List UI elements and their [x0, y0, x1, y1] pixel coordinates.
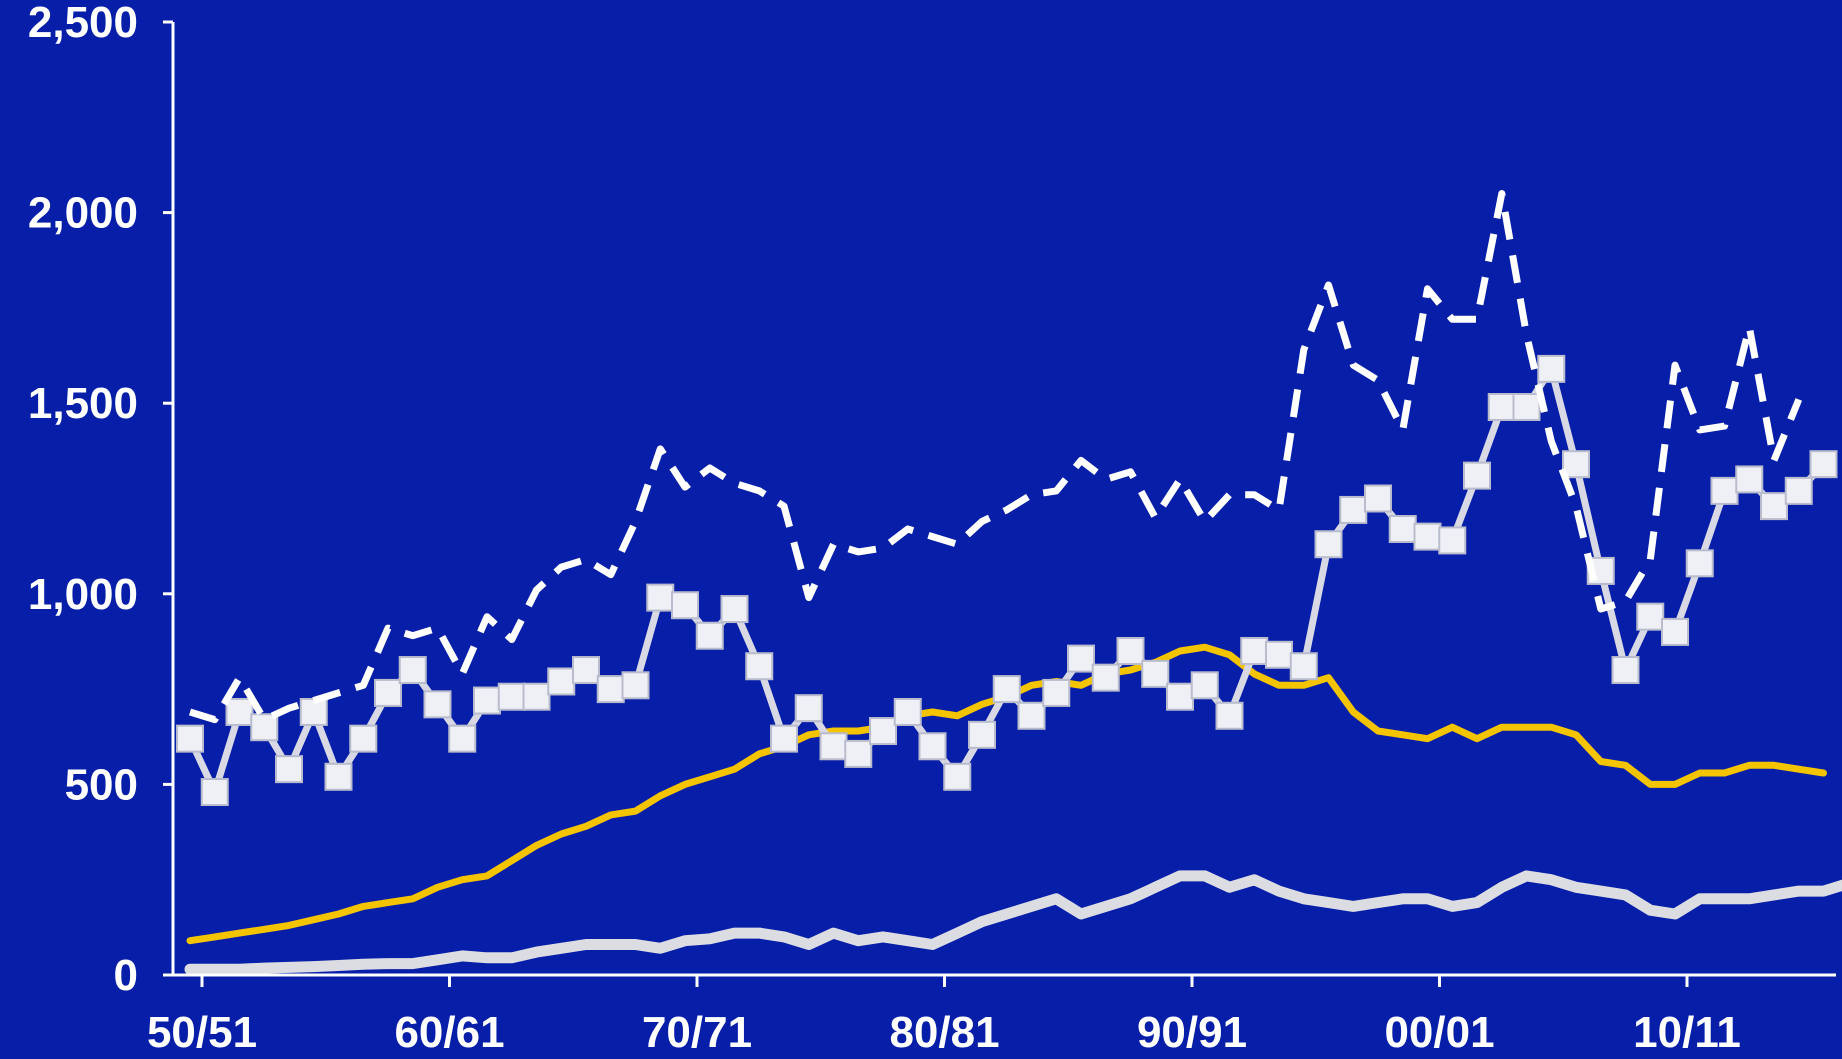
series-point-marker — [671, 591, 699, 620]
series-point-marker — [943, 762, 972, 791]
y-tick-label: 2,500 — [28, 0, 138, 47]
series-point-marker — [745, 652, 774, 681]
y-axis-ticks: 0 500 1,000 1,500 2,000 2,500 — [28, 0, 173, 1000]
series-point-marker — [844, 739, 873, 768]
series-point-marker — [1710, 476, 1739, 505]
x-tick-label: 70/71 — [642, 1008, 752, 1057]
series-point-marker — [1537, 354, 1566, 383]
dashed-series-layer — [188, 190, 1803, 724]
series-point-marker — [992, 675, 1021, 704]
series-point-marker — [1265, 640, 1293, 669]
series-point-marker — [1364, 484, 1392, 513]
x-tick-label: 60/61 — [394, 1008, 504, 1057]
series-point-marker — [968, 720, 996, 749]
series-point-marker — [1240, 636, 1269, 665]
series-point-marker — [695, 621, 724, 650]
series-point-marker — [1289, 652, 1318, 681]
series-point-marker — [1116, 636, 1145, 665]
series-point-marker — [819, 732, 848, 761]
y-tick-label: 0 — [114, 951, 138, 1000]
series-point-marker — [1190, 671, 1219, 700]
series-point-marker — [893, 697, 922, 726]
series-point-marker — [918, 732, 947, 761]
series-point-marker — [1438, 526, 1467, 555]
series-point-marker — [794, 694, 823, 723]
series-point-marker — [1388, 514, 1417, 543]
series-point-marker — [176, 724, 204, 753]
marker-series-layer — [176, 354, 1838, 807]
series-point-marker — [1413, 522, 1442, 551]
series-point-marker — [1463, 461, 1491, 490]
series-point-marker — [1067, 644, 1095, 673]
series-point-marker — [1685, 549, 1714, 578]
x-tick-label: 00/01 — [1384, 1008, 1494, 1057]
series-point-marker — [547, 667, 576, 696]
series-point-marker — [448, 724, 477, 753]
series-point-marker — [423, 690, 452, 719]
series-point-marker — [324, 762, 353, 791]
x-axis-ticks: 50/51 60/61 70/71 80/81 90/91 00/01 10/11 — [147, 975, 1741, 1057]
series-point-marker — [1339, 495, 1368, 524]
series-point-marker — [720, 595, 749, 624]
series-line-dashed — [188, 190, 1803, 724]
series-point-marker — [621, 671, 650, 700]
series-point-marker — [200, 778, 229, 807]
series-point-marker — [1314, 530, 1343, 559]
series-point-marker — [1809, 450, 1838, 479]
series-line-lower — [184, 870, 1842, 975]
x-tick-label: 90/91 — [1137, 1008, 1247, 1057]
series-point-marker — [1512, 393, 1541, 422]
series-point-marker — [225, 697, 254, 726]
series-point-marker — [473, 686, 501, 715]
series-point-marker — [398, 656, 427, 685]
series-point-marker — [349, 724, 378, 753]
series-point-marker — [522, 682, 551, 711]
series-point-marker — [374, 678, 402, 707]
series-point-marker — [1661, 617, 1689, 646]
y-tick-label: 1,500 — [28, 379, 138, 428]
series-point-marker — [1042, 678, 1071, 707]
series-point-marker — [1562, 450, 1590, 479]
x-tick-label: 80/81 — [889, 1008, 999, 1057]
y-tick-label: 1,000 — [28, 570, 138, 619]
series-point-marker — [299, 697, 328, 726]
x-tick-label: 10/11 — [1633, 1008, 1741, 1057]
series-point-marker — [1760, 492, 1788, 521]
y-tick-label: 500 — [65, 760, 138, 809]
x-tick-label: 50/51 — [147, 1008, 257, 1057]
series-point-marker — [646, 583, 675, 612]
series-point-marker — [1215, 701, 1244, 730]
series-point-marker — [1141, 659, 1170, 688]
series-point-marker — [770, 724, 798, 753]
series-point-marker — [1091, 663, 1120, 692]
series-point-marker — [1735, 465, 1764, 494]
series-point-marker — [250, 713, 279, 742]
series-point-marker — [572, 656, 600, 685]
series-point-marker — [596, 675, 625, 704]
series-point-marker — [1017, 701, 1046, 730]
series-point-marker — [1166, 682, 1194, 711]
series-point-marker — [1487, 393, 1516, 422]
y-tick-label: 2,000 — [28, 189, 138, 238]
series-point-marker — [497, 682, 526, 711]
series-point-marker — [1636, 602, 1665, 631]
series-point-marker — [1784, 476, 1813, 505]
series-point-marker — [869, 717, 897, 746]
series-point-marker — [1611, 656, 1640, 685]
series-point-marker — [275, 755, 303, 784]
lower-series-layer — [184, 870, 1842, 975]
